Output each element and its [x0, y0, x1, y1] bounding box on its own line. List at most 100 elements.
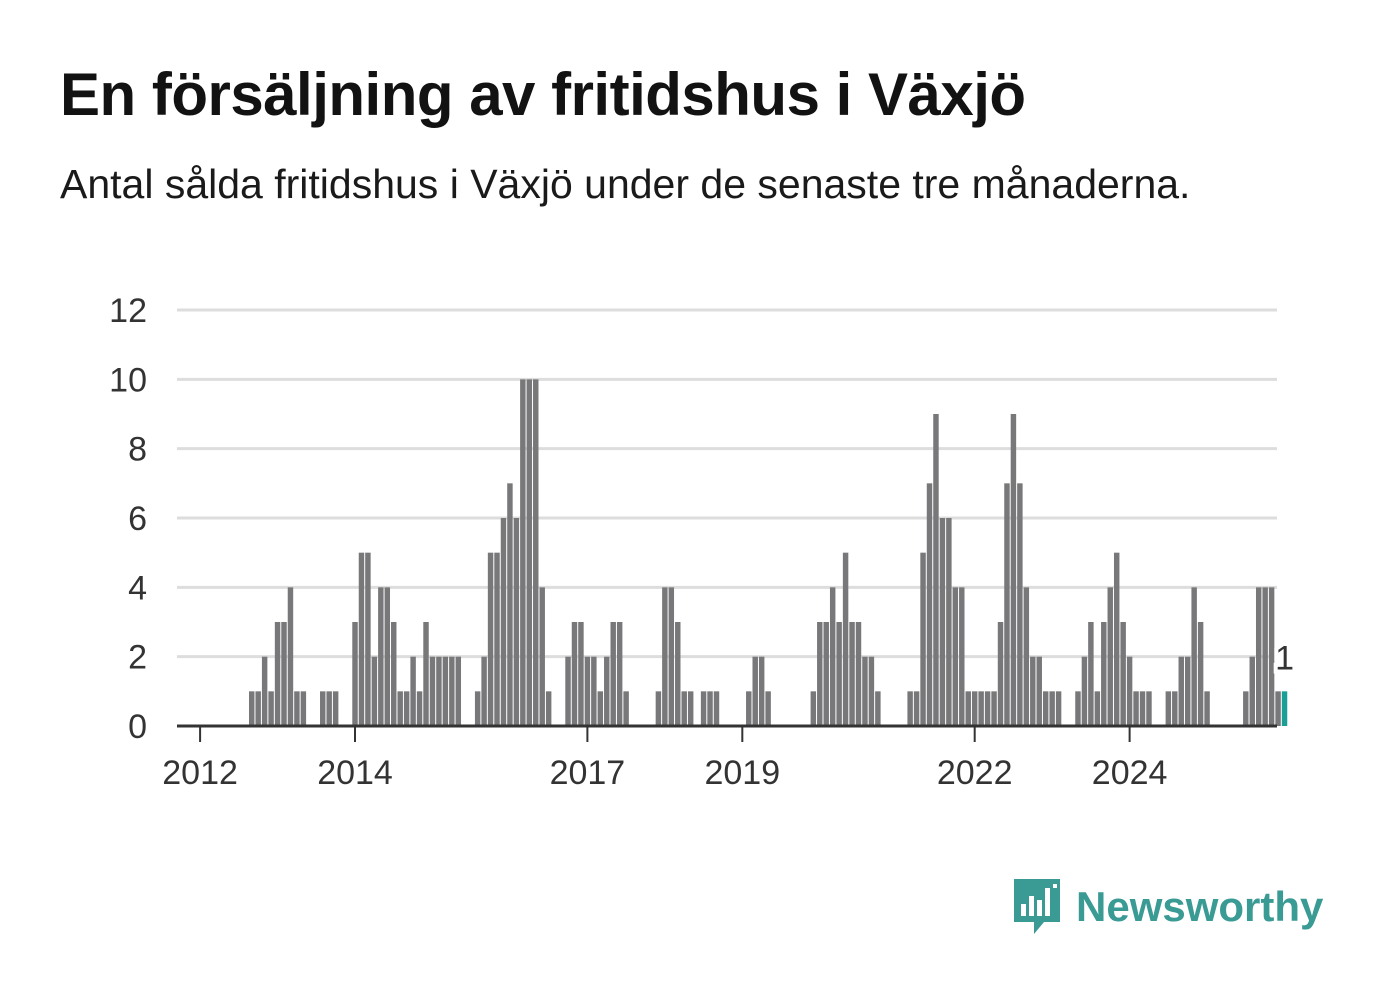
bar — [584, 656, 591, 726]
bar — [868, 656, 875, 726]
bar — [1094, 691, 1101, 726]
bar — [675, 622, 681, 726]
bar — [1126, 656, 1133, 726]
bar — [378, 587, 384, 726]
bar — [358, 552, 365, 726]
bar — [1172, 691, 1178, 726]
bar — [591, 656, 597, 726]
bar — [300, 691, 307, 726]
bar — [668, 587, 675, 726]
bar — [971, 691, 978, 726]
bar — [965, 691, 971, 726]
bar — [1042, 691, 1049, 726]
bar — [520, 379, 526, 726]
bar — [655, 691, 662, 726]
bar — [1281, 691, 1288, 726]
bar — [1204, 691, 1210, 726]
bar — [565, 656, 571, 726]
annotations: 1 — [1271, 635, 1298, 681]
bar — [1249, 656, 1255, 726]
bar — [616, 622, 623, 726]
chart-title: En försäljning av fritidshus i Växjö — [60, 61, 1026, 128]
bar — [758, 656, 765, 726]
bar — [571, 622, 578, 726]
chart-subtitle: Antal sålda fritidshus i Växjö under de … — [60, 161, 1191, 207]
y-tick-label: 10 — [109, 361, 147, 399]
bar — [403, 691, 410, 726]
bar — [1255, 587, 1262, 726]
bar — [1165, 691, 1172, 726]
bar — [662, 587, 668, 726]
bar — [836, 622, 842, 726]
bar — [1004, 483, 1010, 726]
bar — [920, 552, 926, 726]
y-tick-label: 8 — [128, 431, 147, 469]
bar — [991, 691, 997, 726]
bar — [1133, 691, 1139, 726]
bar — [1139, 691, 1146, 726]
bar — [1081, 656, 1088, 726]
y-tick-label: 6 — [128, 500, 147, 538]
brand-name: Newsworthy — [1076, 883, 1324, 930]
bar — [1049, 691, 1055, 726]
bar — [829, 587, 836, 726]
bar — [1191, 587, 1197, 726]
bar — [391, 622, 397, 726]
bar — [1262, 587, 1268, 726]
y-tick-label: 12 — [109, 292, 147, 330]
bar — [397, 691, 403, 726]
bar — [810, 691, 817, 726]
bar — [765, 691, 771, 726]
bar — [1010, 414, 1017, 726]
bar — [610, 622, 616, 726]
bar — [913, 691, 920, 726]
y-tick-label: 0 — [128, 708, 147, 746]
bar — [255, 691, 261, 726]
bar — [933, 414, 939, 726]
bar — [946, 518, 952, 726]
bar — [700, 691, 707, 726]
bar — [287, 587, 294, 726]
bar — [746, 691, 752, 726]
bar — [823, 622, 829, 726]
bar — [752, 656, 758, 726]
bar — [249, 691, 255, 726]
bar — [681, 691, 687, 726]
bar — [862, 656, 868, 726]
bar — [320, 691, 326, 726]
bar — [926, 483, 933, 726]
newsworthy-logo-icon — [1014, 879, 1060, 934]
x-tick-label: 2024 — [1092, 754, 1168, 792]
bar — [507, 483, 513, 726]
y-tick-label: 4 — [128, 569, 147, 607]
bar — [959, 587, 965, 726]
bar — [1055, 691, 1062, 726]
bar — [416, 691, 423, 726]
bar — [352, 622, 358, 726]
bar — [429, 656, 436, 726]
bar — [1197, 622, 1204, 726]
newsworthy-logo: Newsworthy — [1010, 876, 1323, 938]
bar-chart: 0 2 4 6 8 10 12 2012 2014 2017 2019 2022 2024 1 — [109, 292, 1298, 792]
bar — [481, 656, 487, 726]
bar — [597, 691, 604, 726]
bar — [526, 379, 533, 726]
bar — [842, 552, 849, 726]
bar — [326, 691, 332, 726]
y-tick-label: 2 — [128, 639, 147, 677]
x-axis: 2012 2014 2017 2019 2022 2024 — [162, 724, 1277, 792]
bar — [442, 656, 449, 726]
bar — [533, 379, 539, 726]
bar — [984, 691, 991, 726]
bar — [707, 691, 713, 726]
bar — [855, 622, 862, 726]
bar — [513, 518, 520, 726]
bar — [849, 622, 855, 726]
bar — [455, 656, 462, 726]
x-tick-label: 2012 — [162, 754, 238, 792]
bar — [978, 691, 984, 726]
bar — [939, 518, 946, 726]
bar — [1036, 656, 1042, 726]
bar — [268, 691, 274, 726]
bar — [817, 622, 823, 726]
